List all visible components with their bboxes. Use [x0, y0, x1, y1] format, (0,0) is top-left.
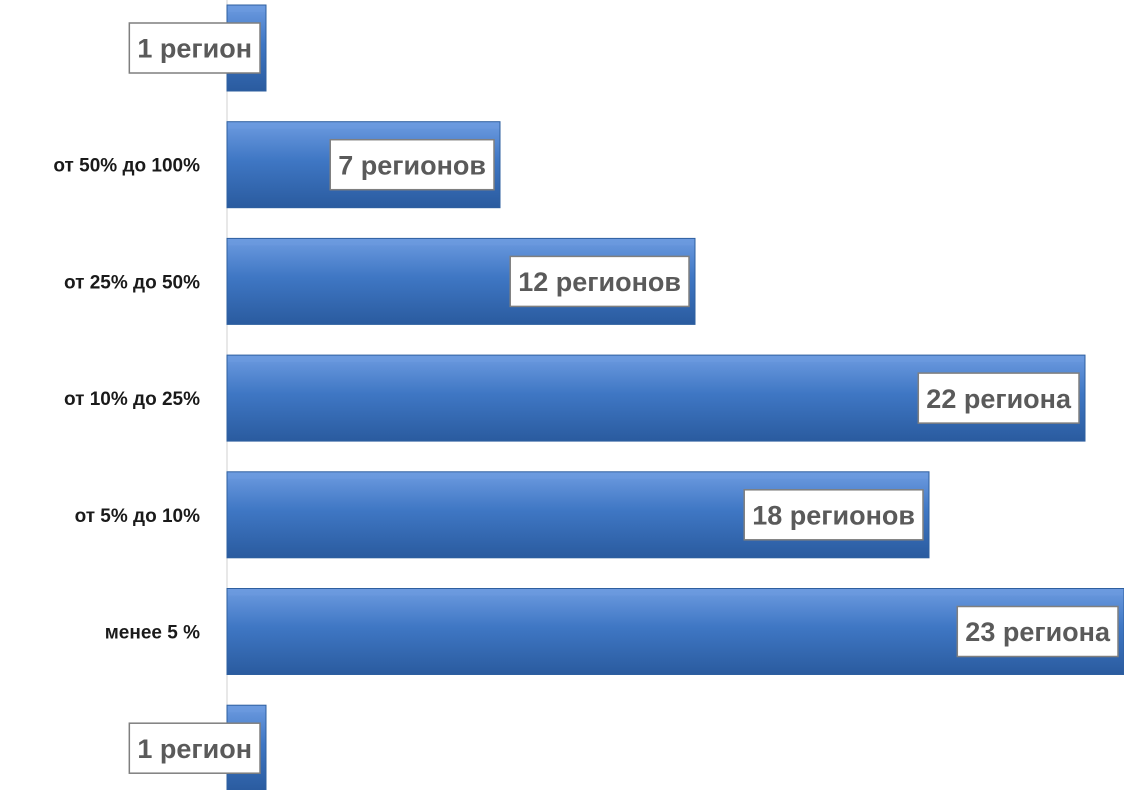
data-label-box [917, 372, 1080, 424]
data-label-box [509, 255, 690, 308]
category-label: от 5% до 10% [75, 506, 201, 527]
category-label: от 10% до 25% [64, 389, 200, 410]
bar-highlight [228, 472, 928, 479]
bar-highlight [228, 589, 1123, 596]
data-label: 7 регионов [338, 150, 486, 180]
data-label-box [128, 22, 261, 74]
data-label-box [128, 722, 261, 774]
category-label: от 25% до 50% [64, 272, 200, 293]
data-label: 1 регион [137, 34, 252, 64]
bar-highlight [228, 706, 265, 713]
data-label: 22 региона [926, 384, 1072, 414]
category-label: от 50% до 100% [53, 156, 200, 177]
data-label-box [743, 489, 924, 541]
data-label: 23 региона [965, 617, 1111, 647]
bar-highlight [228, 122, 499, 129]
bar-highlight [228, 356, 1084, 363]
bar-highlight [228, 239, 694, 246]
category-label: менее 5 % [105, 623, 200, 644]
bar-highlight [228, 6, 265, 12]
data-label-box [956, 605, 1119, 658]
data-label: 1 регион [137, 734, 252, 764]
data-label: 12 регионов [518, 267, 681, 297]
data-label-box [329, 138, 495, 191]
data-label: 18 регионов [752, 501, 915, 531]
